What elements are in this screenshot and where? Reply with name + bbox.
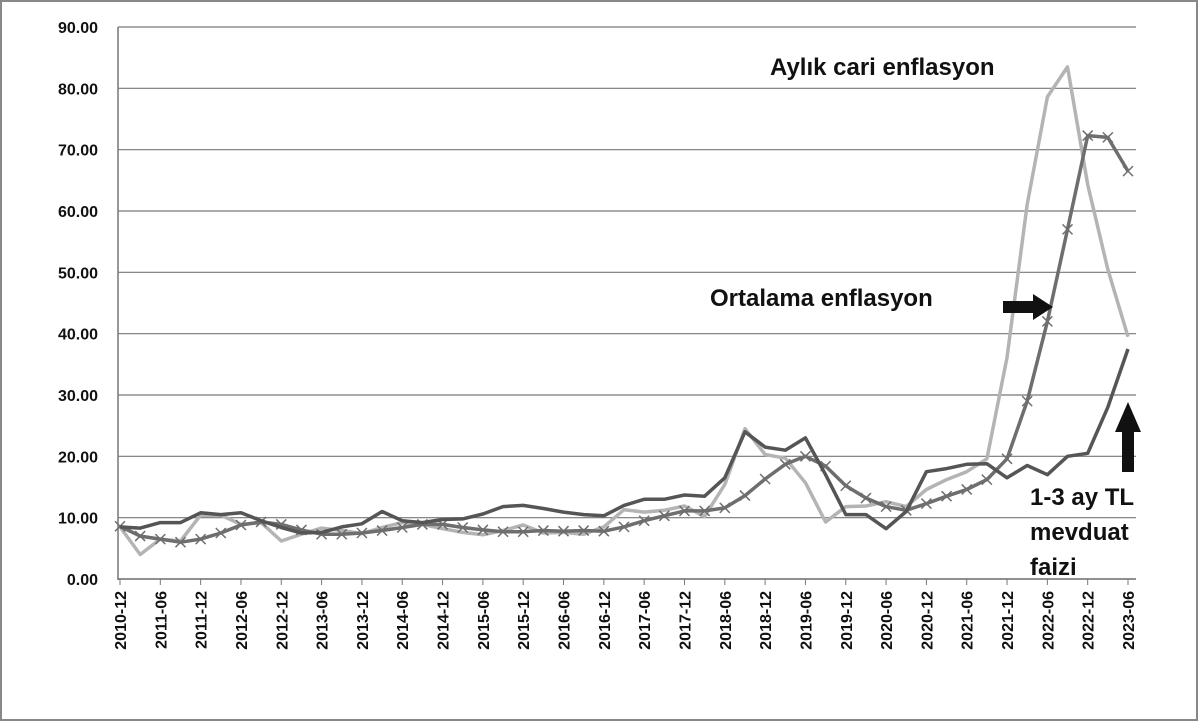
marker [356,527,368,539]
annotation: 1-3 ay TL [1030,484,1134,511]
marker [699,505,711,517]
marker [396,521,408,534]
x-tick-label: 2020-06 [879,591,896,650]
x-tick-label: 2022-12 [1081,591,1098,650]
x-tick-label: 2017-06 [637,591,654,650]
marker [961,483,973,495]
annotation: mevduat [1030,519,1129,546]
x-tick-label: 2012-06 [234,591,251,650]
marker [134,530,146,542]
x-tick-label: 2021-06 [960,591,977,650]
marker [195,533,207,545]
x-tick-label: 2021-12 [1000,591,1017,650]
marker [598,525,610,537]
marker [1021,395,1033,407]
y-tick-label: 40.00 [58,327,98,344]
y-tick-label: 80.00 [58,81,98,98]
marker [759,473,771,485]
x-tick-label: 2023-06 [1121,591,1138,650]
x-tick-label: 2012-12 [274,591,291,650]
x-tick-label: 2011-06 [153,591,170,649]
marker [799,450,811,462]
marker [235,519,247,531]
marker [678,505,691,517]
x-tick-label: 2016-06 [557,591,574,650]
series-line [118,65,1130,557]
marker [658,510,670,522]
marker [860,492,872,504]
x-tick-label: 2019-06 [798,591,815,650]
x-tick-label: 2010-12 [113,591,130,650]
marker [557,525,570,537]
marker [1061,223,1074,235]
x-tick-label: 2016-12 [597,591,614,650]
marker [537,525,549,537]
marker [517,526,529,538]
x-tick-label: 2013-06 [315,591,332,650]
x-tick-label: 2017-12 [677,591,694,650]
marker [114,520,126,532]
x-tick-label: 2015-12 [516,591,533,650]
annotation: Ortalama enflasyon [710,285,933,312]
marker [336,528,348,540]
marker [739,490,751,502]
marker [941,490,953,502]
marker [779,458,791,470]
marker [880,501,892,513]
y-tick-label: 10.00 [58,511,98,528]
x-tick-label: 2014-06 [395,591,412,650]
arrow [1115,402,1141,472]
marker [1102,131,1114,143]
annotation: Aylık cari enflasyon [770,54,995,81]
marker [618,521,630,533]
marker [457,521,469,534]
y-tick-label: 50.00 [58,265,98,282]
x-tick-label: 2022-06 [1040,591,1057,650]
marker [719,502,731,514]
marker [154,533,166,545]
y-tick-label: 20.00 [58,449,98,466]
marker [981,474,993,486]
y-tick-label: 0.00 [67,572,98,589]
x-tick-label: 2014-12 [436,591,453,650]
y-tick-label: 70.00 [58,143,98,160]
marker [1122,165,1134,177]
arrow [1003,294,1053,320]
y-tick-label: 30.00 [58,388,98,405]
x-tick-label: 2013-12 [355,591,372,650]
marker [578,525,590,537]
marker [215,527,227,539]
marker [840,480,852,492]
x-tick-label: 2018-12 [758,591,775,650]
x-tick-label: 2019-12 [839,591,856,650]
marker [376,525,388,537]
marker [1001,453,1013,465]
x-tick-label: 2015-06 [476,591,493,650]
marker [1041,315,1053,327]
marker [1082,130,1094,142]
arrows [1003,294,1141,472]
annotation: faizi [1030,554,1077,581]
marker [174,536,187,548]
marker [920,498,932,510]
marker [477,524,489,536]
y-tick-label: 90.00 [58,20,98,37]
y-tick-label: 60.00 [58,204,98,221]
x-tick-label: 2020-12 [919,591,936,650]
marker [638,515,650,527]
x-tick-label: 2011-12 [194,591,211,649]
x-tick-label: 2018-06 [718,591,735,650]
marker [497,526,509,538]
series-line [119,348,1130,535]
